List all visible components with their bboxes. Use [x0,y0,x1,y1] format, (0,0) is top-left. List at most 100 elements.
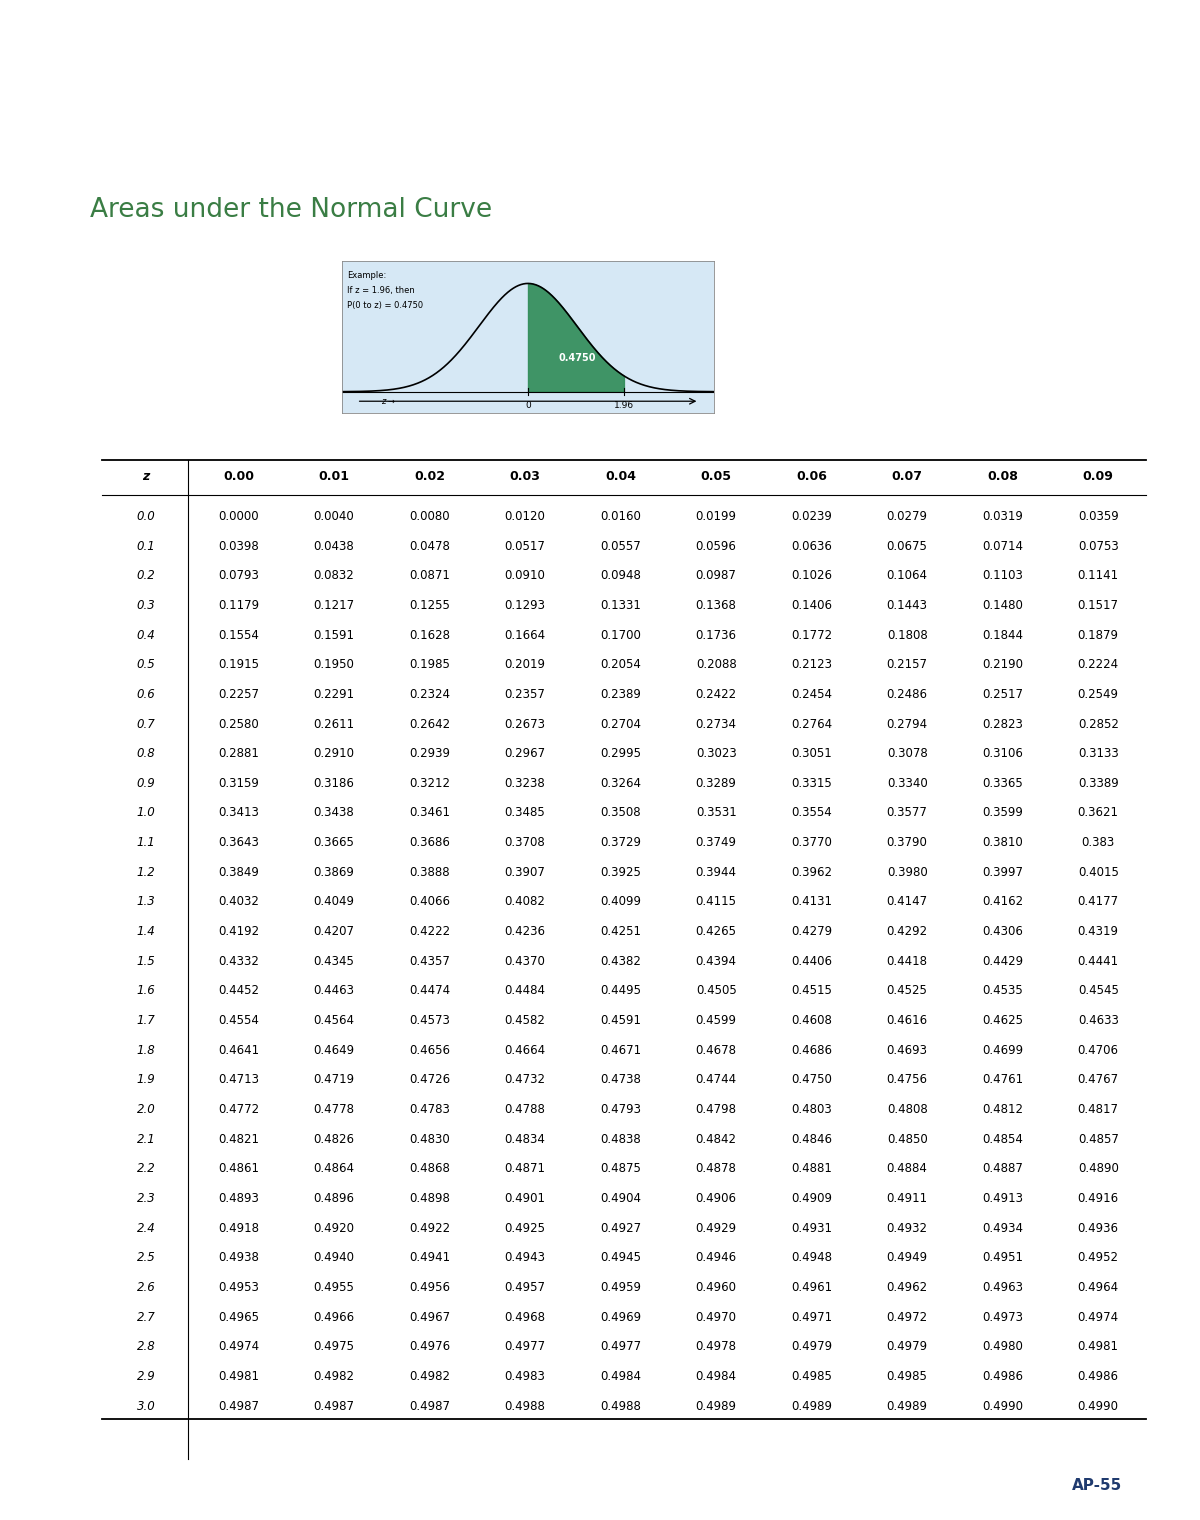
Text: 0.4985: 0.4985 [887,1370,928,1383]
Text: 0.0: 0.0 [137,511,155,523]
Text: 0.4251: 0.4251 [600,926,641,938]
Text: 0.4525: 0.4525 [887,985,928,997]
Text: 0.3599: 0.3599 [983,807,1024,819]
Text: 0.3413: 0.3413 [218,807,259,819]
Text: 0.4406: 0.4406 [791,955,832,968]
Text: 0.2517: 0.2517 [983,689,1024,701]
Text: 0.0160: 0.0160 [600,511,641,523]
Text: 0.3212: 0.3212 [409,777,450,790]
Text: 0.3133: 0.3133 [1078,748,1118,760]
Text: 1.2: 1.2 [137,866,155,879]
Text: 0.4834: 0.4834 [505,1132,546,1146]
Text: 0.4961: 0.4961 [791,1281,833,1294]
Text: 0.2910: 0.2910 [313,748,354,760]
Text: 1.1: 1.1 [137,836,155,850]
Text: 0.1331: 0.1331 [600,599,641,613]
Text: 0.3708: 0.3708 [505,836,546,850]
Text: 0.4382: 0.4382 [600,955,641,968]
Text: 0.4207: 0.4207 [313,926,354,938]
Text: 0.4793: 0.4793 [600,1104,641,1116]
Text: 0.383: 0.383 [1081,836,1115,850]
Text: 0.4904: 0.4904 [600,1192,641,1205]
Text: 0.4147: 0.4147 [887,895,928,909]
Text: 0.4920: 0.4920 [313,1222,354,1234]
Text: 0.4099: 0.4099 [600,895,641,909]
Text: 0.1026: 0.1026 [791,570,832,582]
Text: 0.0040: 0.0040 [313,511,354,523]
Text: z: z [143,470,150,483]
Text: 0.3078: 0.3078 [887,748,928,760]
Text: 0.4: 0.4 [137,629,155,641]
Text: 0.3389: 0.3389 [1078,777,1118,790]
Text: 0.2190: 0.2190 [983,658,1024,672]
Text: If z = 1.96, then: If z = 1.96, then [347,286,415,295]
Text: 0.3770: 0.3770 [791,836,832,850]
Text: 2.5: 2.5 [137,1251,155,1265]
Text: 0.0557: 0.0557 [600,540,641,553]
Text: 0.2823: 0.2823 [983,717,1024,731]
Text: 0.1736: 0.1736 [696,629,737,641]
Text: 0.4812: 0.4812 [983,1104,1024,1116]
Text: 0.4974: 0.4974 [218,1341,259,1353]
Text: 0.3264: 0.3264 [600,777,641,790]
Text: 2.3: 2.3 [137,1192,155,1205]
Text: 0.4484: 0.4484 [504,985,546,997]
Text: 0.3023: 0.3023 [696,748,737,760]
Text: 0.4767: 0.4767 [1078,1073,1118,1087]
Text: 0.4830: 0.4830 [409,1132,450,1146]
Text: 0.3051: 0.3051 [791,748,832,760]
Text: 0.2486: 0.2486 [887,689,928,701]
Text: 1.0: 1.0 [137,807,155,819]
Text: 0.02: 0.02 [414,470,445,483]
Text: 0.05: 0.05 [701,470,732,483]
Text: 0.3907: 0.3907 [505,866,546,879]
Text: 0.4946: 0.4946 [696,1251,737,1265]
Text: AP-55: AP-55 [1072,1477,1122,1493]
Text: 0.4463: 0.4463 [313,985,354,997]
Text: 0.1844: 0.1844 [983,629,1024,641]
Text: 0.4868: 0.4868 [409,1163,450,1175]
Text: 2.0: 2.0 [137,1104,155,1116]
Text: 0.0675: 0.0675 [887,540,928,553]
Text: 0.4965: 0.4965 [218,1310,259,1324]
Text: 0.4656: 0.4656 [409,1044,450,1056]
Text: 0.4332: 0.4332 [218,955,259,968]
Text: 0.2: 0.2 [137,570,155,582]
Text: 0.3643: 0.3643 [218,836,259,850]
Text: 0.4357: 0.4357 [409,955,450,968]
Text: 0.4966: 0.4966 [313,1310,354,1324]
Text: 0.2324: 0.2324 [409,689,450,701]
Text: 0.4970: 0.4970 [696,1310,737,1324]
Text: 0.3577: 0.3577 [887,807,928,819]
Text: 0.4986: 0.4986 [983,1370,1024,1383]
Text: 1.7: 1.7 [137,1014,155,1028]
Text: 0.4916: 0.4916 [1078,1192,1118,1205]
Text: 0.2422: 0.2422 [696,689,737,701]
Text: 0.5: 0.5 [137,658,155,672]
Text: 0.4968: 0.4968 [504,1310,546,1324]
Text: 0.4726: 0.4726 [409,1073,450,1087]
Text: 0.4738: 0.4738 [600,1073,641,1087]
Text: 0.4967: 0.4967 [409,1310,450,1324]
Text: 0.03: 0.03 [510,470,540,483]
Text: 0.4976: 0.4976 [409,1341,450,1353]
Text: 0.4719: 0.4719 [313,1073,354,1087]
Text: 0.4761: 0.4761 [982,1073,1024,1087]
Text: 0.4236: 0.4236 [504,926,546,938]
Text: 0.1406: 0.1406 [791,599,832,613]
Text: 0.2580: 0.2580 [218,717,259,731]
Text: 0.1: 0.1 [137,540,155,553]
Text: 0.1985: 0.1985 [409,658,450,672]
Text: 0.3665: 0.3665 [313,836,354,850]
Text: 0.4222: 0.4222 [409,926,450,938]
Text: 0.4783: 0.4783 [409,1104,450,1116]
Text: 0.4641: 0.4641 [218,1044,259,1056]
Text: 0.0753: 0.0753 [1078,540,1118,553]
Text: 0.4678: 0.4678 [696,1044,737,1056]
Text: 0.0478: 0.0478 [409,540,450,553]
Text: 0.4535: 0.4535 [983,985,1024,997]
Text: 0.2995: 0.2995 [600,748,641,760]
Text: 0.4881: 0.4881 [791,1163,832,1175]
Text: 0.4850: 0.4850 [887,1132,928,1146]
Text: 0.0279: 0.0279 [887,511,928,523]
